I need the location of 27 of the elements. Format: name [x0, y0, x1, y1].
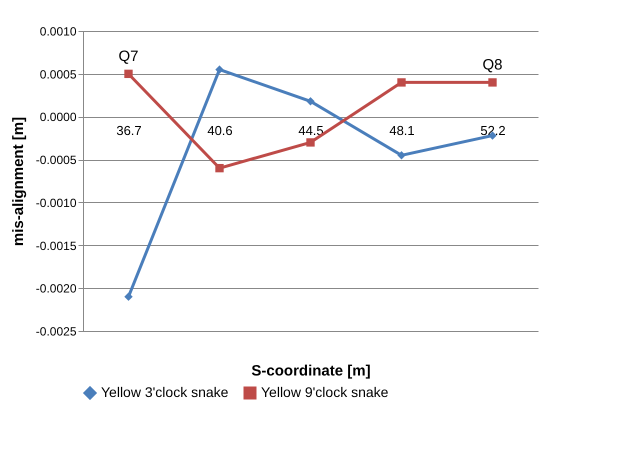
- x-tick-label: 36.7: [116, 123, 142, 138]
- y-axis-title: mis-alignment [m]: [10, 116, 27, 246]
- y-tick-label: -0.0025: [36, 324, 77, 338]
- point: [488, 78, 497, 87]
- annotation: Q8: [482, 56, 503, 74]
- point: [215, 65, 224, 74]
- point: [124, 292, 133, 301]
- y-tick-label: -0.0010: [36, 196, 77, 210]
- x-tick-label: 40.6: [207, 123, 233, 138]
- point: [397, 151, 406, 160]
- point: [124, 70, 133, 78]
- point: [215, 164, 224, 172]
- x-tick-label: 44.5: [298, 123, 324, 138]
- point: [397, 78, 406, 87]
- point: [306, 138, 315, 147]
- y-tick-label: -0.0005: [36, 153, 77, 168]
- y-tick-label: -0.0020: [36, 282, 77, 296]
- legend-label: Yellow 3'clock snake: [101, 384, 229, 400]
- y-tick-label: -0.0015: [36, 238, 77, 253]
- x-axis-title: S-coordinate [m]: [251, 362, 371, 380]
- x-tick-label: 48.1: [389, 123, 415, 138]
- point: [306, 97, 315, 106]
- y-tick-label: 0.0005: [40, 67, 77, 82]
- y-tick-label: 0.0010: [40, 24, 77, 38]
- y-tick-label: 0.0000: [40, 110, 77, 124]
- annotation: Q7: [118, 48, 139, 65]
- legend-label: Yellow 9'clock snake: [261, 384, 389, 400]
